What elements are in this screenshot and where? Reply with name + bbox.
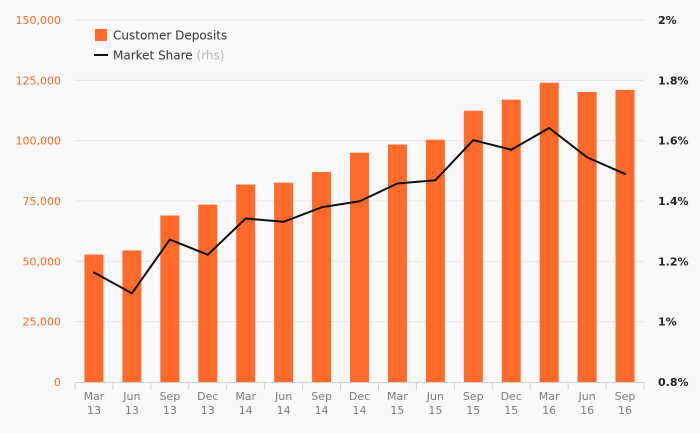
market-share-point xyxy=(358,200,361,203)
x-axis-tick-label-line: Mar xyxy=(235,390,256,403)
legend-label-rhs: (rhs) xyxy=(197,49,225,63)
legend-label-market-share: Market Share (rhs) xyxy=(113,49,224,63)
left-axis-tick-label: 75,000 xyxy=(23,195,62,208)
x-axis-tick-label-line: Sep xyxy=(615,390,636,403)
market-share-point xyxy=(624,172,627,175)
x-axis-tick-label: Mar 14 xyxy=(235,390,256,417)
x-axis-tick-label-line: Mar xyxy=(387,390,408,403)
x-axis-tick-label-line: Jun xyxy=(426,390,444,403)
right-axis-tick-label: 1.4% xyxy=(658,195,689,208)
x-axis-tick-label: Sep 14 xyxy=(311,390,332,417)
axes: 0 25,000 50,000 75,000 100,000 125,000 150,000… xyxy=(16,14,689,417)
x-axis-tick-label-line: 13 xyxy=(87,404,101,417)
market-share-point xyxy=(472,139,475,142)
x-axis-tick-label-line: 16 xyxy=(542,404,556,417)
x-axis-tick-label-line: 16 xyxy=(580,404,594,417)
x-axis-tick-label: Jun 16 xyxy=(578,390,596,417)
bar xyxy=(160,215,180,382)
x-axis-tick-label-line: Dec xyxy=(197,390,218,403)
bar xyxy=(350,152,369,382)
x-axis-tick-label: Mar 16 xyxy=(539,390,560,417)
bar xyxy=(501,99,521,382)
x-axis-tick-label-line: 15 xyxy=(390,404,404,417)
market-share-point xyxy=(510,148,513,151)
x-axis-tick-label-line: 13 xyxy=(163,404,177,417)
left-axis-tick-label: 50,000 xyxy=(23,255,62,268)
x-axis-tick-label: Mar 15 xyxy=(387,390,408,417)
x-axis-tick-label-line: Mar xyxy=(84,390,105,403)
market-share-point xyxy=(206,253,209,256)
x-axis-tick-label-line: 15 xyxy=(504,404,518,417)
market-share-point xyxy=(244,217,247,220)
line-series xyxy=(92,126,627,295)
x-axis-tick-label-line: Jun xyxy=(274,390,292,403)
legend-label-deposits: Customer Deposits xyxy=(113,29,227,43)
bar xyxy=(539,82,559,382)
left-axis-tick-label: 100,000 xyxy=(16,135,62,148)
x-axis-tick-label-line: 13 xyxy=(125,404,139,417)
x-axis-tick-label: Jun 15 xyxy=(426,390,444,417)
x-axis-tick-label-line: 14 xyxy=(277,404,291,417)
x-axis-tick-label-line: Sep xyxy=(159,390,180,403)
x-axis-tick-label: Sep 15 xyxy=(463,390,484,417)
left-axis-tick-label: 0 xyxy=(54,376,61,389)
x-axis-tick-label-line: 16 xyxy=(618,404,632,417)
legend: Customer Deposits Market Share (rhs) xyxy=(94,29,227,63)
left-axis-tick-label: 150,000 xyxy=(16,14,62,27)
right-axis-tick-label: 1.8% xyxy=(658,74,689,87)
bar xyxy=(312,172,332,382)
right-axis-tick-label: 1% xyxy=(658,316,677,329)
x-axis-tick-label: Dec 13 xyxy=(197,390,218,417)
market-share-point xyxy=(320,206,323,209)
bar xyxy=(236,184,256,382)
x-axis-tick-label-line: Dec xyxy=(349,390,370,403)
bar xyxy=(84,254,104,382)
market-share-point xyxy=(130,292,133,295)
x-axis-tick-label-line: Mar xyxy=(539,390,560,403)
x-axis-tick-label-line: 15 xyxy=(428,404,442,417)
x-axis-tick-label-line: Sep xyxy=(311,390,332,403)
bar xyxy=(387,144,407,382)
x-axis-tick-label-line: 14 xyxy=(315,404,329,417)
x-axis-tick-label: Jun 14 xyxy=(274,390,292,417)
x-axis-tick-label-line: 14 xyxy=(353,404,367,417)
x-axis-tick-label-line: 14 xyxy=(239,404,253,417)
x-axis-tick-label-line: 15 xyxy=(466,404,480,417)
x-axis-tick-label-line: Jun xyxy=(122,390,140,403)
legend-swatch-deposits xyxy=(95,29,107,41)
market-share-point xyxy=(282,220,285,223)
bar xyxy=(463,110,483,382)
market-share-point xyxy=(586,156,589,159)
right-axis-tick-label: 0.8% xyxy=(658,376,689,389)
x-axis-tick-label-line: Dec xyxy=(501,390,522,403)
x-axis-tick-label: Dec 14 xyxy=(349,390,370,417)
bar xyxy=(274,182,294,382)
x-axis-tick-label: Sep 13 xyxy=(159,390,180,417)
bar xyxy=(425,139,445,382)
right-axis-tick-label: 2% xyxy=(658,14,677,27)
bar xyxy=(615,89,635,382)
market-share-point xyxy=(396,182,399,185)
x-axis-tick-label: Jun 13 xyxy=(122,390,140,417)
right-axis-tick-label: 1.6% xyxy=(658,135,689,148)
market-share-point xyxy=(548,126,551,129)
bar xyxy=(577,91,597,383)
market-share-point xyxy=(92,271,95,274)
left-axis-tick-label: 25,000 xyxy=(23,316,62,329)
market-share-point xyxy=(434,179,437,182)
left-axis-tick-label: 125,000 xyxy=(16,74,62,87)
x-axis-tick-label-line: 13 xyxy=(201,404,215,417)
right-axis-tick-label: 1.2% xyxy=(658,255,689,268)
x-axis-tick-label: Sep 16 xyxy=(615,390,636,417)
x-axis-tick-label-line: Jun xyxy=(578,390,596,403)
bar-series xyxy=(84,82,635,383)
x-axis-tick-label: Mar 13 xyxy=(84,390,105,417)
x-axis-tick-label-line: Sep xyxy=(463,390,484,403)
bar xyxy=(122,250,142,382)
bar xyxy=(198,204,218,382)
x-axis-tick-label: Dec 15 xyxy=(501,390,522,417)
market-share-point xyxy=(168,238,171,241)
